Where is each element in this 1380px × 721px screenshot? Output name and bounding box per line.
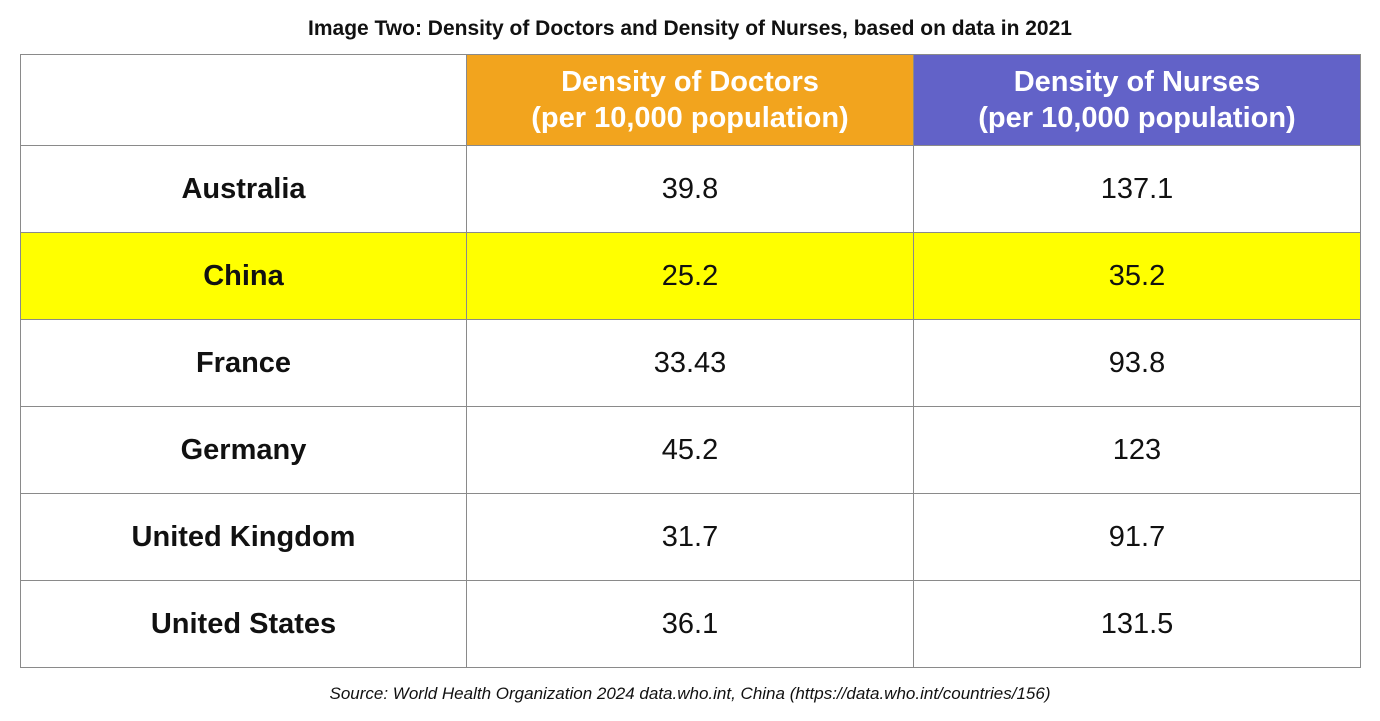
- header-row: Density of Doctors (per 10,000 populatio…: [20, 54, 1361, 146]
- nurses-value-cell: 35.2: [913, 232, 1361, 320]
- density-table: Density of Doctors (per 10,000 populatio…: [20, 54, 1361, 668]
- doctors-value-cell: 45.2: [466, 406, 914, 494]
- table-row: Germany 45.2 123: [20, 406, 1361, 494]
- nurses-value-cell: 137.1: [913, 145, 1361, 233]
- table-row: China 25.2 35.2: [20, 232, 1361, 320]
- country-cell: Germany: [20, 406, 467, 494]
- table-title: Image Two: Density of Doctors and Densit…: [308, 17, 1072, 40]
- table-row: Australia 39.8 137.1: [20, 145, 1361, 233]
- header-nurses-unit: (per 10,000 population): [978, 102, 1296, 134]
- country-cell: France: [20, 319, 467, 407]
- header-doctors-unit: (per 10,000 population): [531, 102, 849, 134]
- doctors-value-cell: 36.1: [466, 580, 914, 668]
- doctors-value-cell: 39.8: [466, 145, 914, 233]
- country-cell: United States: [20, 580, 467, 668]
- doctors-value-cell: 25.2: [466, 232, 914, 320]
- nurses-value-cell: 131.5: [913, 580, 1361, 668]
- header-doctors: Density of Doctors (per 10,000 populatio…: [466, 54, 914, 146]
- country-cell: United Kingdom: [20, 493, 467, 581]
- header-doctors-title: Density of Doctors: [561, 66, 819, 98]
- source-note: Source: World Health Organization 2024 d…: [329, 684, 1051, 703]
- nurses-value-cell: 123: [913, 406, 1361, 494]
- country-cell: China: [20, 232, 467, 320]
- table-body: Australia 39.8 137.1 China 25.2 35.2 France 33.…: [20, 145, 1361, 668]
- doctors-value-cell: 33.43: [466, 319, 914, 407]
- header-nurses-title: Density of Nurses: [1013, 66, 1261, 98]
- country-cell: Australia: [20, 145, 467, 233]
- nurses-value-cell: 91.7: [913, 493, 1361, 581]
- table-row: United Kingdom 31.7 91.7: [20, 493, 1361, 581]
- header-nurses: Density of Nurses (per 10,000 population…: [913, 54, 1361, 146]
- table-row: France 33.43 93.8: [20, 319, 1361, 407]
- table-row: United States 36.1 131.5: [20, 580, 1361, 668]
- doctors-value-cell: 31.7: [466, 493, 914, 581]
- nurses-value-cell: 93.8: [913, 319, 1361, 407]
- header-corner-cell: [20, 54, 467, 146]
